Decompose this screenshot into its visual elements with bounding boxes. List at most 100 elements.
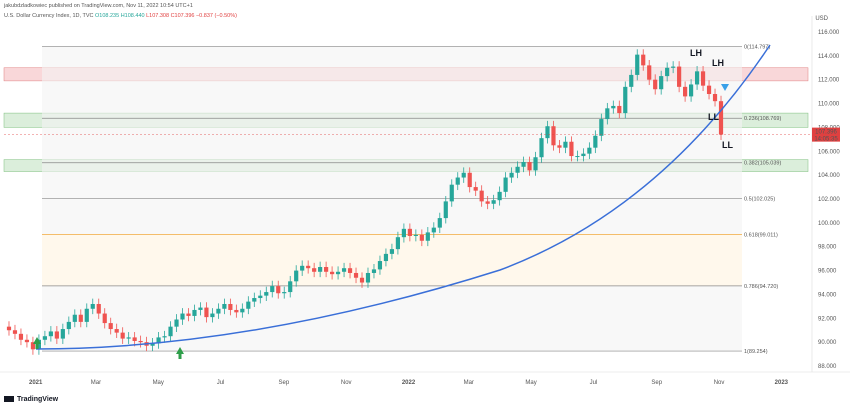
candle-body [641, 54, 646, 66]
candle-body [653, 79, 658, 90]
x-tick-4: Sep [279, 380, 290, 386]
candle-body [419, 234, 424, 241]
candle-body [353, 272, 359, 278]
candle-body [581, 153, 586, 157]
y-tick-11: 94.000 [818, 292, 837, 298]
candle-body [240, 308, 245, 313]
candle-body [276, 286, 281, 294]
candle-body [665, 67, 670, 77]
candle-body [30, 342, 36, 350]
candle-body [365, 272, 371, 283]
fib-label-5: 0.786(94.720) [744, 284, 778, 290]
candle-body [192, 309, 197, 316]
candle-body [150, 343, 155, 346]
candle-body [437, 218, 442, 228]
candle-body [623, 86, 628, 114]
candle-body [72, 314, 77, 322]
candle-body [694, 71, 700, 85]
y-tick-2: 112.000 [818, 78, 840, 84]
up-arrow-icon [33, 337, 41, 349]
y-tick-3: 110.000 [818, 102, 840, 108]
candle-body [617, 105, 622, 114]
y-tick-5: 106.000 [818, 149, 840, 155]
y-tick-0: 116.000 [818, 30, 840, 36]
y-tick-12: 92.000 [818, 316, 837, 322]
candle-body [407, 228, 412, 236]
close-value: C107.396 [170, 13, 195, 19]
x-tick-5: Nov [341, 380, 352, 386]
x-tick-8: May [525, 380, 536, 386]
candle-body [443, 201, 448, 219]
candle-body [306, 265, 311, 269]
fib-label-6: 1(89.254) [744, 349, 768, 355]
down-arrow-icon [721, 84, 729, 91]
x-tick-10: Sep [651, 380, 662, 386]
candle-body [288, 281, 293, 293]
candle-body [485, 201, 490, 204]
candle-body [341, 268, 347, 272]
candle-body [479, 190, 484, 202]
candle-body [569, 141, 574, 157]
candle-body [84, 308, 89, 322]
candle-body [395, 237, 401, 250]
candle-body [162, 336, 167, 338]
candle-body [647, 65, 652, 80]
up-arrow-icon [176, 347, 184, 359]
candle-body [18, 333, 24, 340]
candle-body [156, 337, 161, 344]
candle-body [563, 141, 568, 148]
candle-body [455, 177, 460, 185]
candle-body [539, 138, 544, 158]
candle-body [659, 76, 664, 90]
candle-body [461, 172, 466, 178]
candle-body [324, 267, 329, 272]
candle-body [557, 145, 562, 148]
y-tick-7: 102.000 [818, 197, 840, 203]
candle-body [264, 292, 269, 296]
candle-body [335, 271, 341, 275]
candle-body [635, 54, 640, 75]
candle-body [252, 298, 257, 302]
candle-body [180, 313, 185, 320]
candle-body [282, 292, 287, 294]
last-price-box [812, 127, 840, 142]
candle-body [425, 232, 430, 241]
candle-body [700, 71, 706, 86]
candle-body [108, 323, 113, 330]
last-price-countdown: 14:05:35 [814, 137, 838, 143]
tradingview-footer[interactable]: TradingView [4, 396, 58, 403]
x-tick-0: 2021 [29, 380, 43, 386]
symbol-name[interactable]: U.S. Dollar Currency Index, 1D, TVC [4, 13, 94, 19]
candle-body [222, 303, 227, 309]
candle-body [246, 301, 251, 309]
x-tick-7: Mar [464, 380, 474, 386]
candle-body [359, 277, 365, 283]
x-tick-11: Nov [714, 380, 725, 386]
candle-body [210, 313, 215, 318]
candle-body [234, 309, 239, 313]
publisher-line: jakubdzladkowiec published on TradingVie… [4, 3, 193, 9]
annotation-ll-3: LL [722, 140, 733, 150]
candle-body [294, 270, 299, 282]
candle-body [521, 162, 526, 167]
y-tick-8: 100.000 [818, 221, 840, 227]
candle-body [688, 84, 694, 97]
candle-body [66, 321, 71, 330]
candle-body [431, 227, 436, 233]
candle-body [718, 101, 724, 135]
candle-body [168, 326, 173, 337]
candle-body [401, 228, 406, 238]
candle-body [300, 265, 305, 271]
candle-body [126, 337, 131, 339]
candle-body [497, 191, 502, 201]
x-tick-12: 2023 [775, 380, 789, 386]
candle-body [611, 105, 616, 109]
candle-body [228, 303, 233, 310]
candle-body [54, 331, 59, 339]
fib-label-4: 0.618(99.011) [744, 233, 778, 239]
x-tick-3: Jul [217, 380, 225, 386]
candle-body [575, 156, 580, 158]
candle-body [138, 340, 143, 343]
candle-body [377, 261, 383, 270]
